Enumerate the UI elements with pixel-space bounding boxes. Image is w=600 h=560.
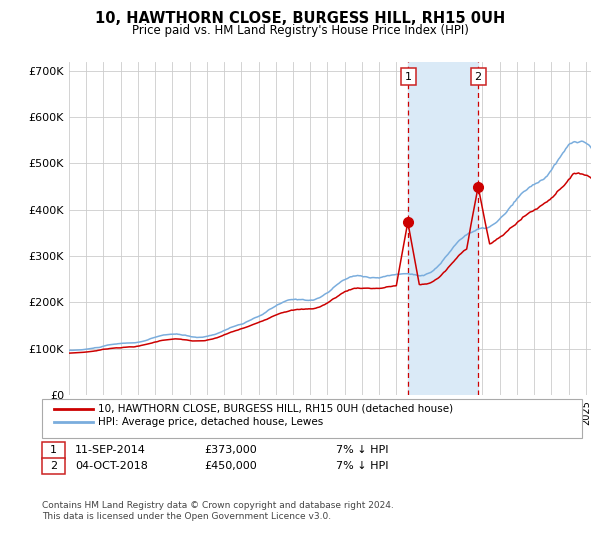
Text: 2: 2 bbox=[50, 461, 57, 471]
Text: 04-OCT-2018: 04-OCT-2018 bbox=[75, 461, 148, 471]
Text: Price paid vs. HM Land Registry's House Price Index (HPI): Price paid vs. HM Land Registry's House … bbox=[131, 24, 469, 36]
Text: 11-SEP-2014: 11-SEP-2014 bbox=[75, 445, 146, 455]
Text: 1: 1 bbox=[405, 72, 412, 82]
Text: Contains HM Land Registry data © Crown copyright and database right 2024.
This d: Contains HM Land Registry data © Crown c… bbox=[42, 501, 394, 521]
Text: 2: 2 bbox=[475, 72, 482, 82]
Text: HPI: Average price, detached house, Lewes: HPI: Average price, detached house, Lewe… bbox=[98, 417, 323, 427]
Text: 10, HAWTHORN CLOSE, BURGESS HILL, RH15 0UH: 10, HAWTHORN CLOSE, BURGESS HILL, RH15 0… bbox=[95, 11, 505, 26]
Text: 7% ↓ HPI: 7% ↓ HPI bbox=[336, 445, 389, 455]
Text: £373,000: £373,000 bbox=[204, 445, 257, 455]
Text: 1: 1 bbox=[50, 445, 57, 455]
Text: 10, HAWTHORN CLOSE, BURGESS HILL, RH15 0UH (detached house): 10, HAWTHORN CLOSE, BURGESS HILL, RH15 0… bbox=[98, 404, 453, 414]
Text: £450,000: £450,000 bbox=[204, 461, 257, 471]
Bar bbox=[409, 62, 478, 395]
Text: 7% ↓ HPI: 7% ↓ HPI bbox=[336, 461, 389, 471]
